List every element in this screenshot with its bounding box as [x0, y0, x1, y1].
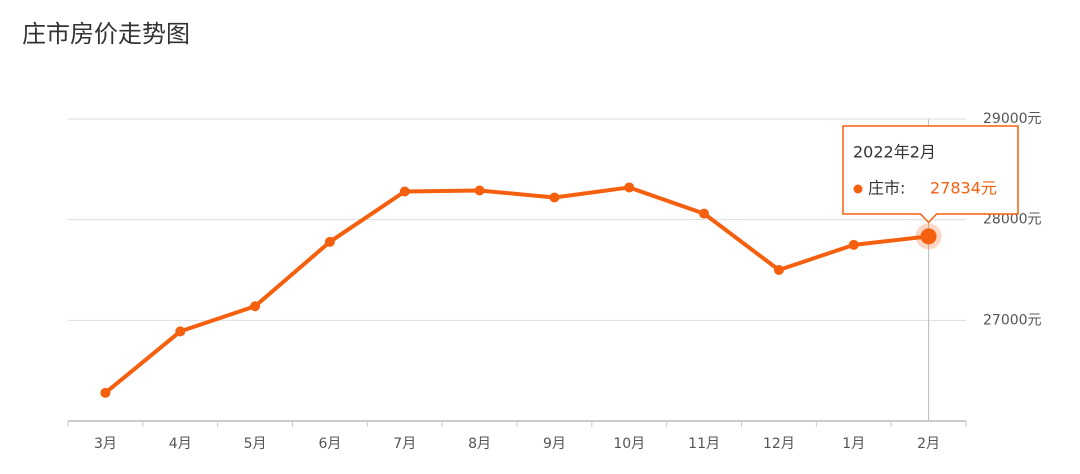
x-tick-label: 9月 — [543, 436, 566, 452]
x-tick-label: 8月 — [468, 436, 491, 452]
tooltip-name: 庄市: — [868, 179, 905, 198]
point — [920, 228, 937, 245]
x-tick-label: 3月 — [94, 436, 117, 452]
point — [624, 182, 635, 193]
x-tick-label: 4月 — [169, 436, 192, 452]
x-tick-label: 1月 — [842, 436, 865, 452]
point — [399, 186, 410, 197]
tooltip-dot — [853, 184, 863, 194]
point — [699, 208, 710, 219]
tooltip-title: 2022年2月 — [853, 143, 936, 162]
y-tick-label: 29000元 — [983, 111, 1042, 127]
x-tick-label: 11月 — [688, 436, 720, 452]
point — [250, 301, 261, 312]
y-tick-label: 28000元 — [983, 212, 1042, 228]
point — [848, 239, 859, 250]
point — [549, 192, 560, 203]
x-tick-label: 12月 — [763, 436, 795, 452]
series-line — [104, 185, 929, 395]
point — [474, 185, 485, 196]
point — [100, 387, 111, 398]
tooltip-value: 27834元 — [930, 179, 997, 198]
y-tick-label: 27000元 — [983, 312, 1042, 328]
x-tick-label: 10月 — [613, 436, 645, 452]
x-tick-label: 7月 — [393, 436, 416, 452]
x-tick-label: 6月 — [318, 436, 341, 452]
chart-title: 庄市房价走势图 — [22, 20, 190, 48]
point — [324, 236, 335, 247]
x-tick-label: 5月 — [244, 436, 267, 452]
point — [175, 326, 186, 337]
tooltip-box — [842, 125, 1019, 224]
x-tick-label: 2月 — [917, 436, 940, 452]
point — [773, 265, 784, 275]
